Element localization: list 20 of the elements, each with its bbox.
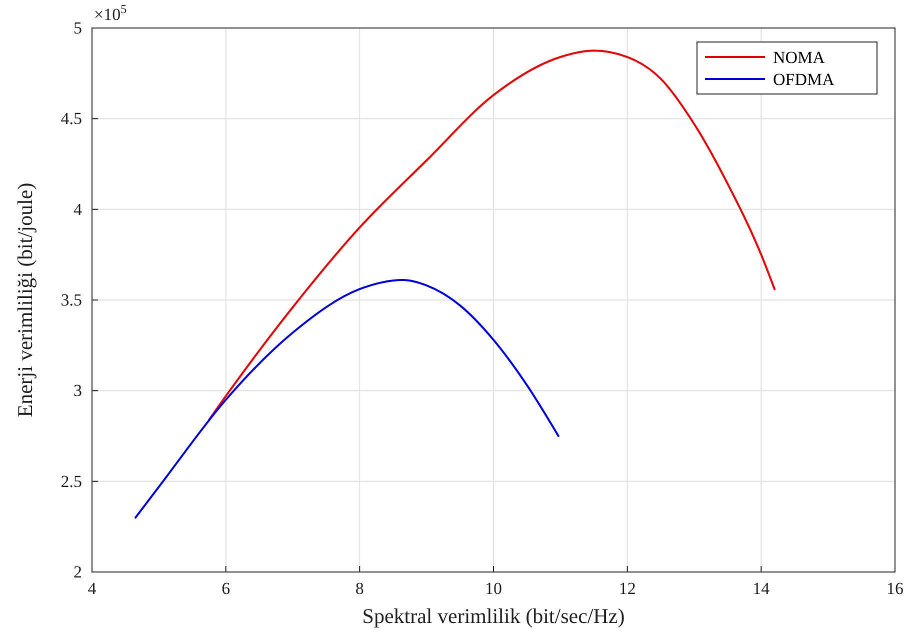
legend-label: OFDMA bbox=[773, 70, 836, 89]
x-tick-label: 8 bbox=[355, 579, 364, 598]
x-tick-label: 10 bbox=[485, 579, 502, 598]
legend-label: NOMA bbox=[773, 48, 826, 67]
y-tick-label: 4 bbox=[74, 200, 82, 219]
y-tick-label: 3 bbox=[74, 381, 82, 400]
x-axis-title: Spektral verimlilik (bit/sec/Hz) bbox=[362, 604, 625, 628]
x-tick-label: 16 bbox=[886, 579, 904, 598]
y-tick-label: 4.5 bbox=[60, 109, 82, 128]
x-tick-label: 14 bbox=[752, 579, 770, 598]
y-tick-label: 3.5 bbox=[60, 290, 82, 310]
text: ×10$^{5}$ bbox=[94, 2, 127, 24]
y-tick-label: 2 bbox=[74, 562, 82, 582]
x-tick-label: 12 bbox=[618, 579, 636, 598]
x-tick-label: 4 bbox=[88, 579, 97, 598]
y-axis-title: Enerji verimliliği (bit/joule) bbox=[13, 182, 37, 418]
y-tick-label: 2.5 bbox=[60, 472, 82, 491]
y-tick-label: 5 bbox=[74, 18, 82, 38]
line-series bbox=[134, 279, 560, 519]
x-tick-label: 6 bbox=[222, 579, 230, 598]
